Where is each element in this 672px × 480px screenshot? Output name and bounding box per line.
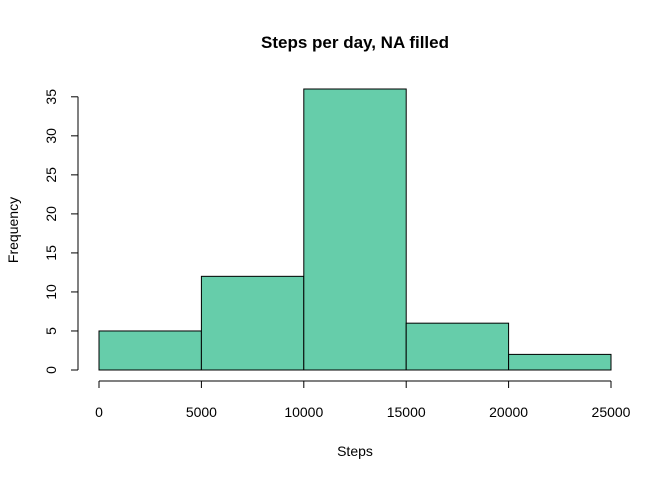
x-axis: 0 5000 10000 15000 20000 25000 (95, 380, 631, 420)
y-tick-label: 0 (43, 366, 59, 374)
y-axis-label: Frequency (5, 197, 21, 263)
y-tick-label: 20 (43, 206, 59, 222)
y-tick-label: 35 (43, 89, 59, 105)
y-axis: 0 5 10 15 20 25 30 35 (43, 89, 79, 374)
y-tick-label: 25 (43, 167, 59, 183)
bars-group (98, 88, 612, 371)
y-tick-label: 5 (43, 327, 59, 335)
histogram-bar-5 (508, 353, 612, 371)
x-tick-label: 0 (95, 404, 103, 420)
x-axis-label: Steps (337, 443, 373, 459)
histogram-bar-2 (200, 275, 305, 371)
histogram-bar-1 (98, 330, 202, 371)
histogram-bar-4 (405, 322, 510, 371)
x-tick-label: 25000 (592, 404, 631, 420)
x-tick-label: 5000 (186, 404, 217, 420)
y-tick-label: 10 (43, 284, 59, 300)
chart-title: Steps per day, NA filled (261, 33, 449, 52)
y-tick-label: 30 (43, 128, 59, 144)
x-tick-label: 10000 (284, 404, 323, 420)
x-tick-label: 15000 (387, 404, 426, 420)
y-tick-label: 15 (43, 245, 59, 261)
histogram-bar-3 (303, 88, 407, 371)
x-tick-label: 20000 (489, 404, 528, 420)
